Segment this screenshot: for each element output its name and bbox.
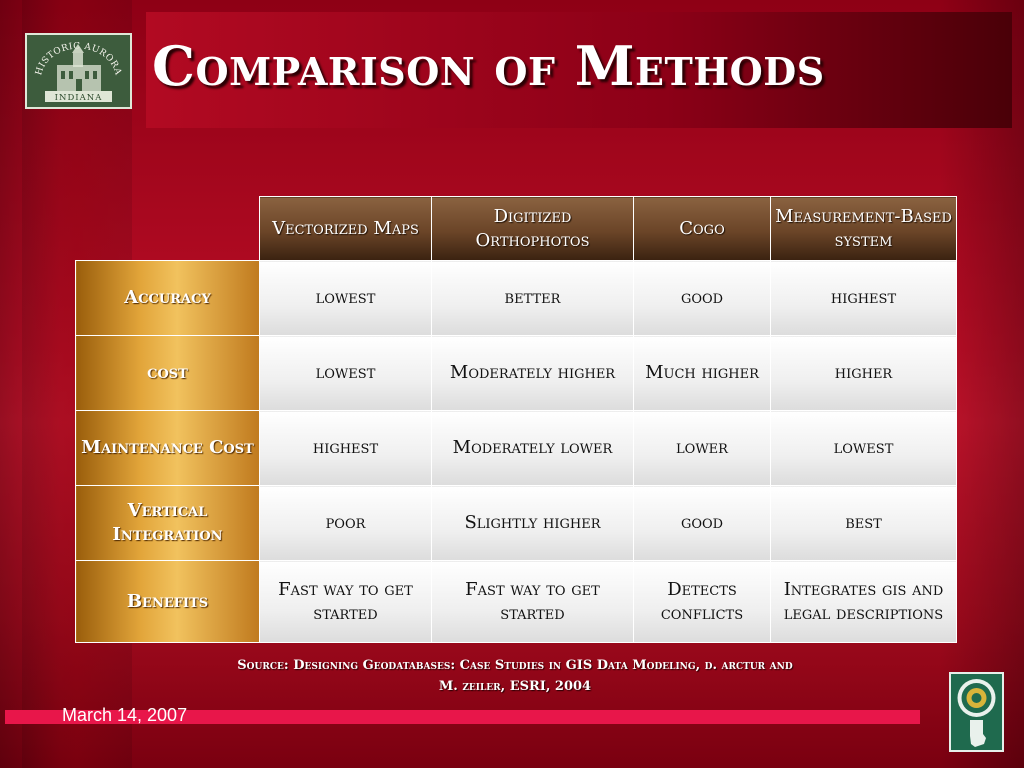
- comparison-table: Vectorized Maps Digitized Orthophotos Co…: [75, 196, 957, 643]
- table-cell: lowest: [259, 335, 432, 411]
- table-cell: higher: [770, 335, 957, 411]
- table-row: Maintenance Cost highest Moderately lowe…: [75, 410, 957, 486]
- row-header: Accuracy: [75, 260, 260, 336]
- row-header: Maintenance Cost: [75, 410, 260, 486]
- table-cell: highest: [259, 410, 432, 486]
- table-row: Benefits Fast way to get started Fast wa…: [75, 560, 957, 643]
- table-cell: Integrates gis and legal descriptions: [770, 560, 957, 643]
- logo-bottom-text: INDIANA: [55, 93, 103, 103]
- table-cell: Fast way to get started: [431, 560, 634, 643]
- table-cell: better: [431, 260, 634, 336]
- table-cell: lower: [633, 410, 771, 486]
- table-cell: good: [633, 485, 771, 561]
- column-header: Measurement-Based system: [770, 196, 957, 261]
- slide-title: Comparison of Methods: [152, 34, 825, 98]
- row-header: Benefits: [75, 560, 260, 643]
- table-row: Accuracy lowest better good highest: [75, 260, 957, 336]
- indiana-seal-logo: [949, 672, 1004, 752]
- table-cell: Slightly higher: [431, 485, 634, 561]
- table-cell: Fast way to get started: [259, 560, 432, 643]
- title-band: [146, 12, 1012, 128]
- table-cell: Detects conflicts: [633, 560, 771, 643]
- table-cell: Moderately higher: [431, 335, 634, 411]
- column-header: Cogo: [633, 196, 771, 261]
- table-row: cost lowest Moderately higher Much highe…: [75, 335, 957, 411]
- footer-bar: [5, 710, 920, 724]
- row-header: cost: [75, 335, 260, 411]
- historic-aurora-logo: HISTORIC AURORA INDIANA: [25, 33, 132, 109]
- table-cell: Much higher: [633, 335, 771, 411]
- table-cell: highest: [770, 260, 957, 336]
- source-line-2: M. zeiler, ESRI, 2004: [438, 679, 592, 694]
- column-header: Digitized Orthophotos: [431, 196, 634, 261]
- source-citation: Source: Designing Geodatabases: Case Stu…: [160, 655, 870, 697]
- table-cell: lowest: [259, 260, 432, 336]
- slide-date: March 14, 2007: [62, 705, 188, 725]
- source-line-1: Source: Designing Geodatabases: Case Stu…: [237, 658, 793, 673]
- row-header: Vertical Integration: [75, 485, 260, 561]
- table-cell: Moderately lower: [431, 410, 634, 486]
- table-cell: lowest: [770, 410, 957, 486]
- table-row: Vertical Integration poor Slightly highe…: [75, 485, 957, 561]
- table-cell: good: [633, 260, 771, 336]
- table-corner: [75, 196, 260, 261]
- table-header-row: Vectorized Maps Digitized Orthophotos Co…: [75, 196, 957, 261]
- column-header: Vectorized Maps: [259, 196, 432, 261]
- table-cell: best: [770, 485, 957, 561]
- table-cell: poor: [259, 485, 432, 561]
